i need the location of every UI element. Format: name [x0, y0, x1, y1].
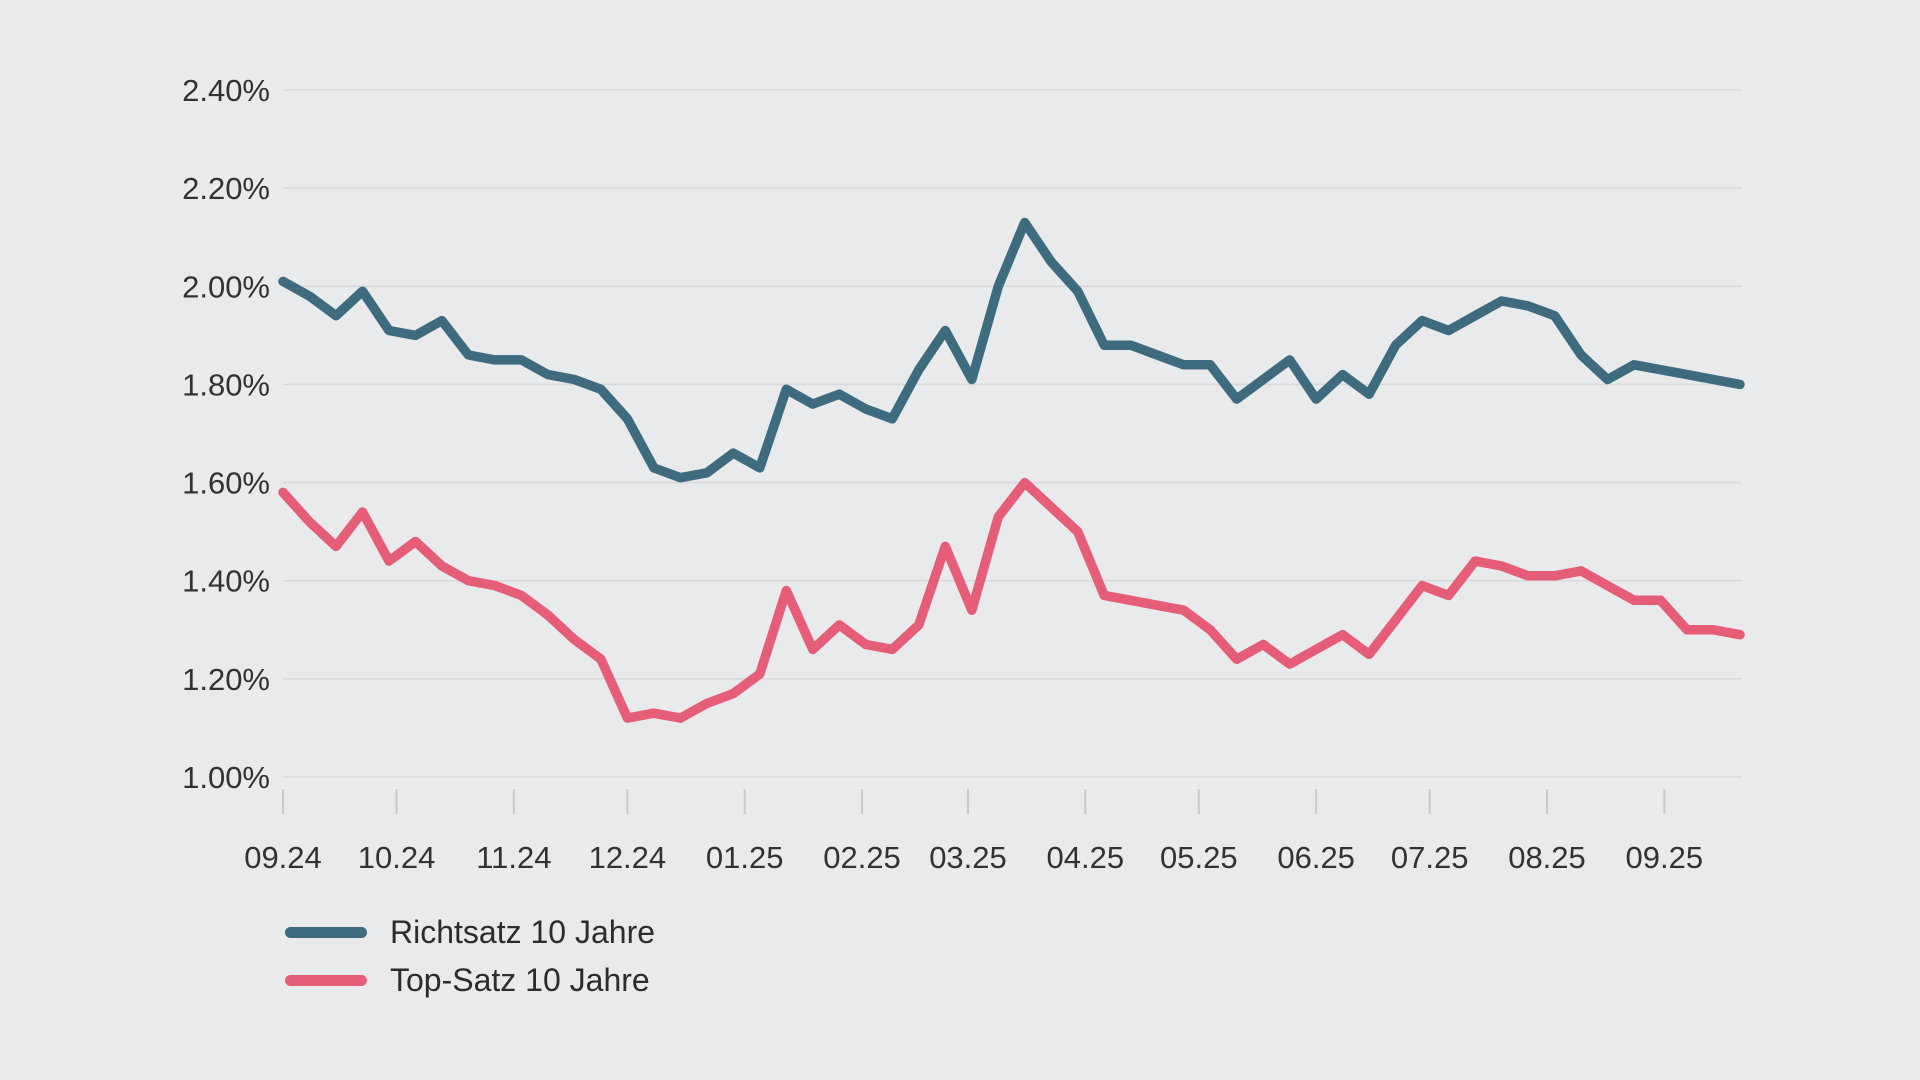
legend-label-top-satz: Top-Satz 10 Jahre	[390, 961, 650, 998]
x-tick-label: 02.25	[823, 840, 901, 875]
chart-legend: Richtsatz 10 Jahre Top-Satz 10 Jahre	[285, 908, 655, 1004]
y-tick-label: 1.60%	[182, 466, 270, 501]
x-tick-label: 07.25	[1391, 840, 1469, 875]
x-tick-label: 09.25	[1626, 840, 1704, 875]
legend-swatch-richtsatz	[285, 926, 367, 938]
legend-swatch-top-satz	[285, 974, 367, 986]
x-tick-label: 03.25	[929, 840, 1007, 875]
y-tick-label: 1.80%	[182, 367, 270, 402]
y-tick-label: 1.20%	[182, 662, 270, 697]
x-tick-label: 12.24	[589, 840, 667, 875]
y-tick-label: 1.00%	[182, 760, 270, 795]
x-tick-label: 05.25	[1160, 840, 1238, 875]
x-tick-label: 09.24	[244, 840, 322, 875]
y-tick-label: 2.20%	[182, 171, 270, 206]
y-tick-label: 1.40%	[182, 564, 270, 599]
y-tick-label: 2.40%	[182, 73, 270, 108]
x-tick-label: 11.24	[476, 840, 551, 875]
legend-item-richtsatz: Richtsatz 10 Jahre	[285, 908, 655, 956]
x-tick-label: 01.25	[706, 840, 784, 875]
series-line-richtsatz	[278, 217, 1745, 483]
legend-item-top-satz: Top-Satz 10 Jahre	[285, 956, 655, 1004]
legend-label-richtsatz: Richtsatz 10 Jahre	[390, 913, 656, 950]
x-tick-label: 10.24	[358, 840, 436, 875]
series-line-top-satz	[278, 477, 1745, 723]
x-tick-label: 06.25	[1277, 840, 1355, 875]
x-tick-label: 08.25	[1508, 840, 1586, 875]
x-tick-label: 04.25	[1047, 840, 1125, 875]
y-tick-label: 2.00%	[182, 269, 270, 304]
